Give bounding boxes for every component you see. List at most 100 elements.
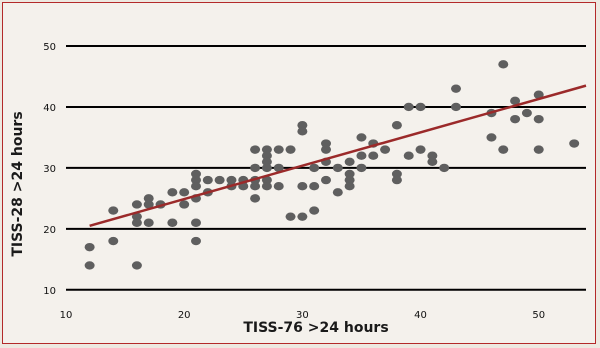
data-points — [84, 60, 580, 270]
data-point — [451, 102, 461, 112]
data-point — [510, 96, 521, 106]
data-point — [368, 151, 379, 160]
data-point — [321, 175, 331, 185]
data-point — [521, 108, 532, 118]
data-point — [191, 218, 201, 227]
x-tick-label: 10 — [60, 310, 73, 321]
data-point — [498, 60, 509, 69]
data-point — [321, 139, 331, 148]
data-point — [344, 181, 355, 191]
data-point — [391, 121, 402, 130]
data-point — [332, 188, 343, 197]
data-point — [131, 212, 142, 221]
data-point — [356, 163, 367, 173]
data-point — [415, 145, 426, 154]
data-point — [261, 145, 272, 154]
data-point — [191, 236, 201, 246]
data-point — [191, 169, 201, 179]
data-point — [297, 212, 308, 221]
chart-frame — [2, 2, 596, 344]
x-tick-label: 40 — [414, 310, 427, 321]
y-tick-label: 30 — [43, 164, 56, 175]
data-point — [356, 133, 367, 142]
data-point — [297, 181, 308, 191]
data-point — [297, 121, 308, 130]
x-tick-label: 50 — [532, 310, 545, 321]
y-tick-label: 10 — [43, 286, 56, 297]
data-point — [143, 194, 154, 203]
y-tick-labels: 10 20 30 40 50 — [43, 42, 56, 297]
data-point — [191, 181, 201, 191]
data-point — [179, 188, 190, 197]
data-point — [533, 145, 544, 154]
data-point — [84, 242, 95, 252]
data-point — [344, 175, 355, 185]
x-axis-title: TISS-76 >24 hours — [243, 320, 388, 336]
data-point — [273, 181, 284, 191]
data-point — [261, 175, 272, 185]
data-point — [261, 163, 272, 173]
data-point — [451, 84, 461, 93]
data-point — [309, 163, 320, 173]
data-point — [250, 194, 261, 203]
data-point — [250, 181, 261, 191]
data-point — [250, 163, 261, 173]
data-point — [427, 151, 438, 160]
y-tick-label: 20 — [43, 225, 56, 236]
data-point — [391, 175, 402, 185]
data-point — [403, 151, 414, 160]
grid-lines — [66, 45, 586, 291]
data-point — [285, 145, 296, 154]
data-point — [273, 163, 284, 173]
data-point — [273, 145, 284, 154]
data-point — [191, 175, 201, 185]
data-point — [380, 145, 391, 154]
data-point — [202, 175, 213, 185]
data-point — [143, 218, 154, 227]
data-point — [179, 200, 190, 209]
data-point — [344, 157, 355, 167]
data-point — [261, 157, 272, 167]
data-point — [285, 212, 296, 221]
x-tick-labels: 10 20 30 40 50 — [60, 310, 545, 321]
data-point — [321, 145, 331, 154]
data-point — [214, 175, 225, 185]
x-tick-label: 20 — [178, 310, 191, 321]
data-point — [391, 169, 402, 179]
data-point — [356, 151, 367, 160]
data-point — [167, 188, 178, 197]
data-point — [427, 157, 438, 167]
data-point — [131, 218, 142, 227]
data-point — [261, 151, 272, 160]
data-point — [309, 206, 320, 215]
data-point — [344, 169, 355, 179]
x-tick-label: 30 — [296, 310, 309, 321]
data-point — [131, 200, 142, 209]
data-point — [84, 261, 95, 270]
data-point — [332, 163, 343, 173]
data-point — [439, 163, 450, 173]
data-point — [108, 236, 119, 246]
data-point — [533, 90, 544, 99]
data-point — [533, 114, 544, 124]
data-point — [486, 133, 497, 142]
data-point — [297, 127, 308, 136]
data-point — [569, 139, 580, 148]
data-point — [261, 181, 272, 191]
y-tick-label: 50 — [43, 42, 56, 53]
data-point — [510, 114, 521, 124]
data-point — [167, 218, 178, 227]
trend-line — [89, 84, 587, 228]
data-point — [309, 181, 320, 191]
data-point — [131, 261, 142, 270]
y-axis-title: TISS-28 >24 hours — [10, 111, 26, 256]
data-point — [403, 102, 414, 112]
data-point — [498, 145, 509, 154]
data-point — [108, 206, 119, 215]
data-point — [226, 175, 237, 185]
data-point — [415, 102, 426, 112]
y-tick-label: 40 — [43, 103, 56, 114]
data-point — [250, 145, 261, 154]
data-point — [143, 200, 154, 209]
